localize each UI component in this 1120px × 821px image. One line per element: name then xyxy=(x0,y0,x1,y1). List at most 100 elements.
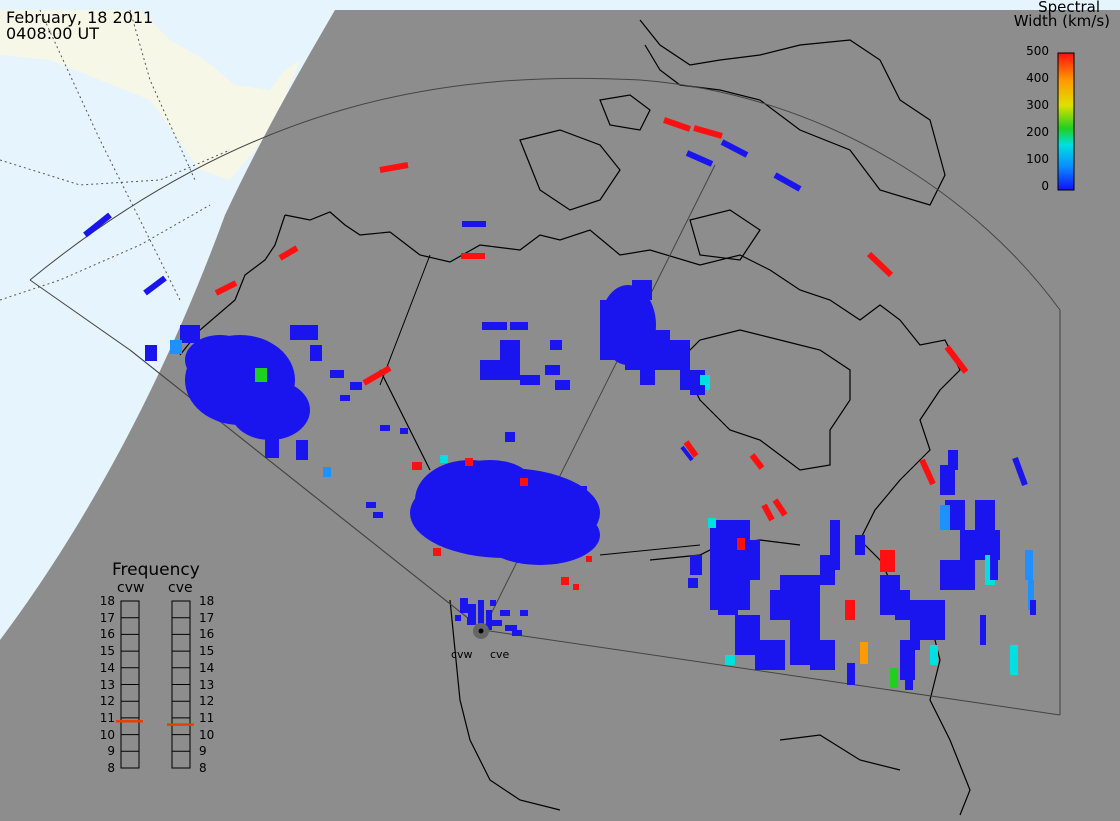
echo-cell xyxy=(505,625,517,631)
echo-cell xyxy=(845,600,855,620)
echo-cell xyxy=(290,325,318,340)
colorbar-title-line2: Width (km/s) xyxy=(1013,12,1110,30)
echo-cell xyxy=(520,610,528,616)
echo-cell xyxy=(486,610,492,630)
radar-site-center xyxy=(478,628,484,634)
freq-label-right: 10 xyxy=(199,727,215,742)
echo-cell xyxy=(505,432,515,442)
freq-col-cvw: cvw xyxy=(117,580,145,596)
echo-cell xyxy=(278,245,299,261)
echo-cell xyxy=(512,630,522,636)
freq-label-right: 16 xyxy=(199,627,215,642)
echo-cell xyxy=(170,340,182,354)
echo-cell xyxy=(773,172,802,192)
echo-cell xyxy=(632,280,652,300)
echo-cell xyxy=(520,478,528,486)
colorbar-tick-500: 500 xyxy=(1026,44,1049,58)
echo-cell xyxy=(640,370,655,385)
echo-cell xyxy=(255,368,267,382)
echo-cell xyxy=(1012,456,1028,487)
freq-col-cve: cve xyxy=(168,580,193,596)
freq-ticks xyxy=(121,617,190,769)
freq-label-right: 9 xyxy=(199,744,207,759)
colorbar-tick-200: 200 xyxy=(1026,125,1049,139)
echo-cell xyxy=(880,550,895,572)
colorbar-tick-300: 300 xyxy=(1026,98,1049,112)
freq-label-right: 8 xyxy=(199,761,207,775)
daylight-land-alaska xyxy=(0,10,300,180)
echo-cell xyxy=(1010,645,1018,675)
echo-cell xyxy=(450,460,530,500)
echo-cell xyxy=(749,453,765,470)
freq-label-left: 15 xyxy=(99,644,115,659)
freq-label-left: 18 xyxy=(99,594,115,608)
echo-cell xyxy=(930,645,938,665)
echo-cell xyxy=(440,455,448,463)
echo-cell xyxy=(985,530,1000,560)
echo-cell xyxy=(580,495,588,501)
echo-cell xyxy=(185,335,255,385)
freq-label-left: 10 xyxy=(99,727,115,742)
echo-cell xyxy=(919,458,936,486)
echo-cell xyxy=(960,530,985,560)
echo-cell xyxy=(500,340,520,360)
echo-cell xyxy=(362,365,392,386)
echo-cell xyxy=(847,663,855,685)
echo-cell xyxy=(855,535,865,555)
echo-cell xyxy=(940,560,975,590)
echo-cell xyxy=(265,430,279,458)
date-label: February, 18 2011 xyxy=(6,8,154,27)
echo-cell xyxy=(465,458,473,466)
echo-cell xyxy=(1030,600,1036,615)
echo-cell xyxy=(755,640,785,670)
freq-label-left: 12 xyxy=(99,694,115,709)
echo-cell xyxy=(718,575,738,615)
echo-cell xyxy=(688,578,698,588)
freq-label-left: 9 xyxy=(107,744,115,759)
echo-cell xyxy=(680,445,694,462)
night-region xyxy=(0,10,1120,821)
echo-cell xyxy=(480,505,600,565)
echo-cell xyxy=(340,395,350,401)
radar-label-cve: cve xyxy=(490,648,510,661)
echo-cell xyxy=(545,365,560,375)
echo-cell xyxy=(330,370,344,378)
echo-cell xyxy=(920,600,945,640)
echo-cell xyxy=(180,325,200,343)
echo-cell xyxy=(555,380,570,390)
echo-cell xyxy=(379,162,409,173)
echo-cell xyxy=(650,340,690,370)
echo-cell xyxy=(510,322,528,330)
echo-cell xyxy=(296,440,308,460)
echo-cell xyxy=(478,600,484,625)
echo-cell xyxy=(468,604,476,624)
echo-cell xyxy=(990,555,998,580)
echo-cell xyxy=(433,548,441,556)
freq-label-left: 16 xyxy=(99,627,115,642)
freq-label-right: 13 xyxy=(199,677,215,692)
radar-label-cvw: cvw xyxy=(451,648,473,661)
echo-cell xyxy=(745,540,760,580)
freq-label-right: 18 xyxy=(199,594,215,608)
freq-label-right: 15 xyxy=(199,644,215,659)
echo-cell xyxy=(310,345,322,361)
backscatter-echoes xyxy=(83,117,1036,690)
echo-cell xyxy=(492,620,502,626)
colorbar-title-line1: Spectral xyxy=(1038,0,1100,16)
echo-cell xyxy=(940,465,955,495)
echo-cell xyxy=(940,505,950,530)
echo-cell xyxy=(1025,550,1033,580)
echo-cell xyxy=(890,668,898,688)
echo-cell xyxy=(1028,580,1034,610)
echo-cell xyxy=(975,500,995,530)
echo-cell xyxy=(145,345,157,361)
freq-label-left: 17 xyxy=(99,610,115,625)
echo-cell xyxy=(980,615,986,645)
echo-cell xyxy=(770,590,795,620)
echo-cell xyxy=(550,340,562,350)
echo-cell xyxy=(772,498,788,517)
echo-cell xyxy=(737,538,745,550)
echo-cell xyxy=(905,672,913,690)
echo-cell xyxy=(810,640,835,670)
